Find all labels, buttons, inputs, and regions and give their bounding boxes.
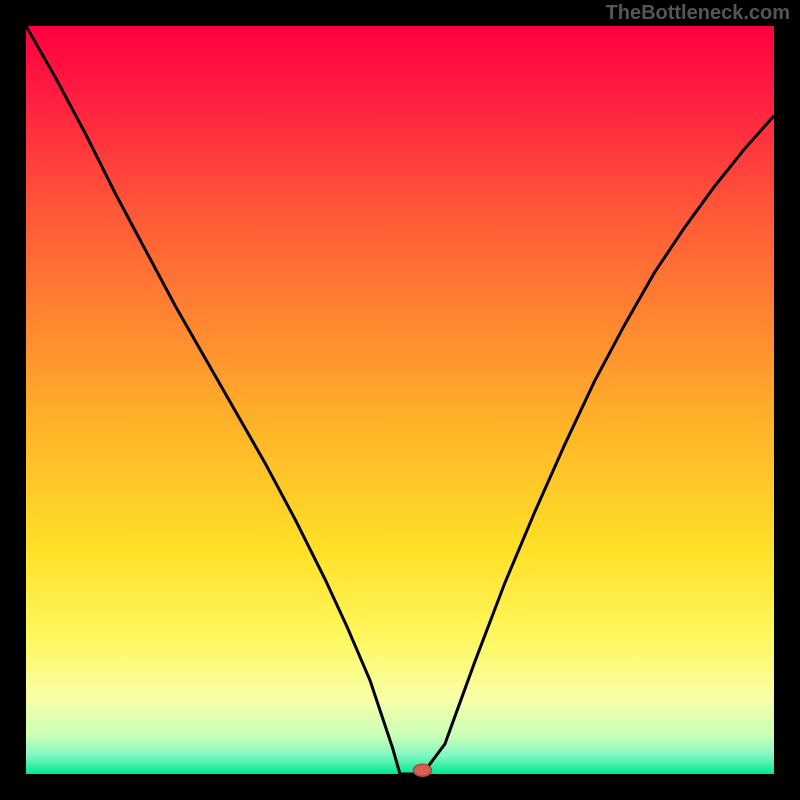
bottleneck-chart <box>0 0 800 800</box>
optimal-marker <box>413 764 431 776</box>
plot-background <box>26 26 774 774</box>
watermark-text: TheBottleneck.com <box>606 2 790 25</box>
